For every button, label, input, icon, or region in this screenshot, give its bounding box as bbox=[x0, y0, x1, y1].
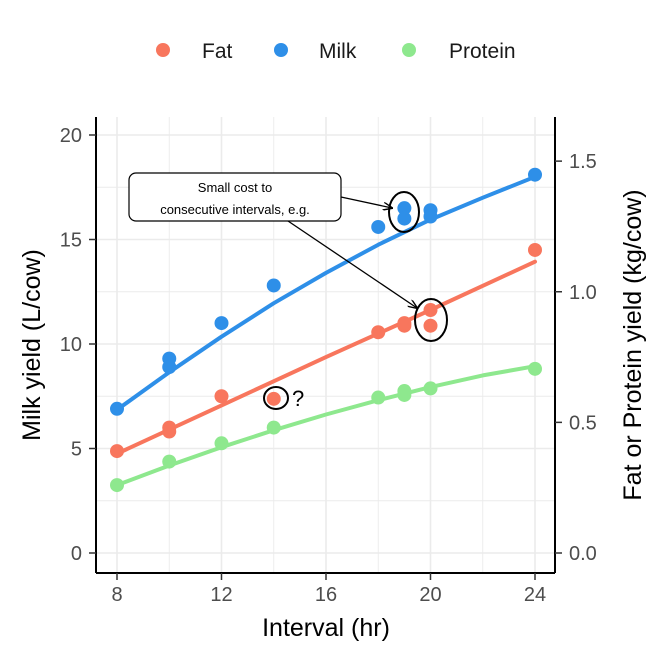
data-point-milk bbox=[397, 201, 412, 216]
data-point-fat bbox=[423, 303, 438, 318]
y-tick-label: 15 bbox=[60, 230, 82, 252]
x-tick-label: 8 bbox=[111, 584, 122, 606]
data-point-fat bbox=[110, 444, 124, 459]
x-tick-label: 24 bbox=[524, 584, 546, 606]
y-axis-ticks: 0 5 10 15 20 bbox=[60, 125, 96, 565]
question-mark: ? bbox=[292, 386, 304, 411]
data-point-protein bbox=[266, 420, 281, 435]
legend-marker-milk bbox=[274, 43, 288, 57]
highlight-circle-milk bbox=[388, 191, 420, 233]
data-point-fat bbox=[162, 424, 177, 439]
callout-line-2: consecutive intervals, e.g. bbox=[160, 202, 310, 217]
legend-marker-fat bbox=[156, 43, 170, 57]
y2-tick-label: 0.0 bbox=[569, 543, 597, 565]
data-point-fat bbox=[423, 318, 438, 333]
x-axis-ticks: 8 12 16 20 24 bbox=[111, 573, 546, 606]
legend-label-milk: Milk bbox=[319, 40, 357, 63]
y2-tick-label: 1.0 bbox=[569, 282, 597, 304]
fit-line-fat bbox=[115, 259, 537, 456]
data-point-milk bbox=[266, 278, 281, 293]
gridlines bbox=[96, 117, 555, 573]
data-point-protein bbox=[162, 454, 177, 469]
data-point-milk bbox=[110, 401, 124, 416]
fit-line-protein bbox=[115, 364, 537, 488]
data-point-milk bbox=[214, 316, 229, 331]
data-point-protein bbox=[423, 381, 438, 396]
y-tick-label: 5 bbox=[71, 439, 82, 461]
x-tick-label: 20 bbox=[419, 584, 441, 606]
data-point-fat bbox=[528, 242, 542, 257]
legend-marker-protein bbox=[402, 43, 416, 57]
data-point-milk bbox=[528, 167, 542, 182]
data-point-fat bbox=[397, 316, 412, 331]
data-point-milk bbox=[162, 359, 177, 374]
callout-line-1: Small cost to bbox=[198, 180, 272, 195]
y2-axis-title: Fat or Protein yield (kg/cow) bbox=[619, 189, 647, 500]
data-point-fat bbox=[266, 391, 281, 406]
y2-axis-ticks: 0.0 0.5 1.0 1.5 bbox=[555, 151, 597, 565]
data-point-fat bbox=[371, 325, 386, 340]
x-tick-label: 12 bbox=[210, 584, 232, 606]
highlight-circle-fat bbox=[414, 298, 448, 342]
legend: Fat Milk Protein bbox=[156, 40, 516, 63]
y-axis-title: Milk yield (L/cow) bbox=[18, 249, 46, 441]
annotations: Small cost to consecutive intervals, e.g… bbox=[128, 172, 448, 411]
data-point-protein bbox=[528, 361, 542, 376]
y2-tick-label: 0.5 bbox=[569, 412, 597, 434]
x-axis-title: Interval (hr) bbox=[262, 614, 390, 642]
data-point-protein bbox=[110, 478, 124, 493]
callout-arrow-milk bbox=[340, 196, 392, 208]
data-point-milk bbox=[423, 209, 438, 224]
data-point-protein bbox=[214, 436, 229, 451]
data-point-protein bbox=[397, 387, 412, 402]
data-point-fat bbox=[214, 389, 229, 404]
fit-line-milk bbox=[115, 174, 537, 412]
y-tick-label: 0 bbox=[71, 543, 82, 565]
data-point-milk bbox=[397, 211, 412, 226]
legend-label-fat: Fat bbox=[202, 40, 233, 63]
legend-label-protein: Protein bbox=[449, 40, 516, 63]
data-point-milk bbox=[371, 219, 386, 234]
data-point-protein bbox=[371, 390, 386, 405]
highlight-circle-outlier bbox=[263, 386, 289, 410]
callout-arrow-fat bbox=[287, 220, 417, 308]
x-tick-label: 16 bbox=[315, 584, 337, 606]
y-tick-label: 10 bbox=[60, 334, 82, 356]
y2-tick-label: 1.5 bbox=[569, 151, 597, 173]
data-points bbox=[110, 167, 542, 493]
fit-lines bbox=[115, 174, 537, 488]
y-tick-label: 20 bbox=[60, 125, 82, 147]
